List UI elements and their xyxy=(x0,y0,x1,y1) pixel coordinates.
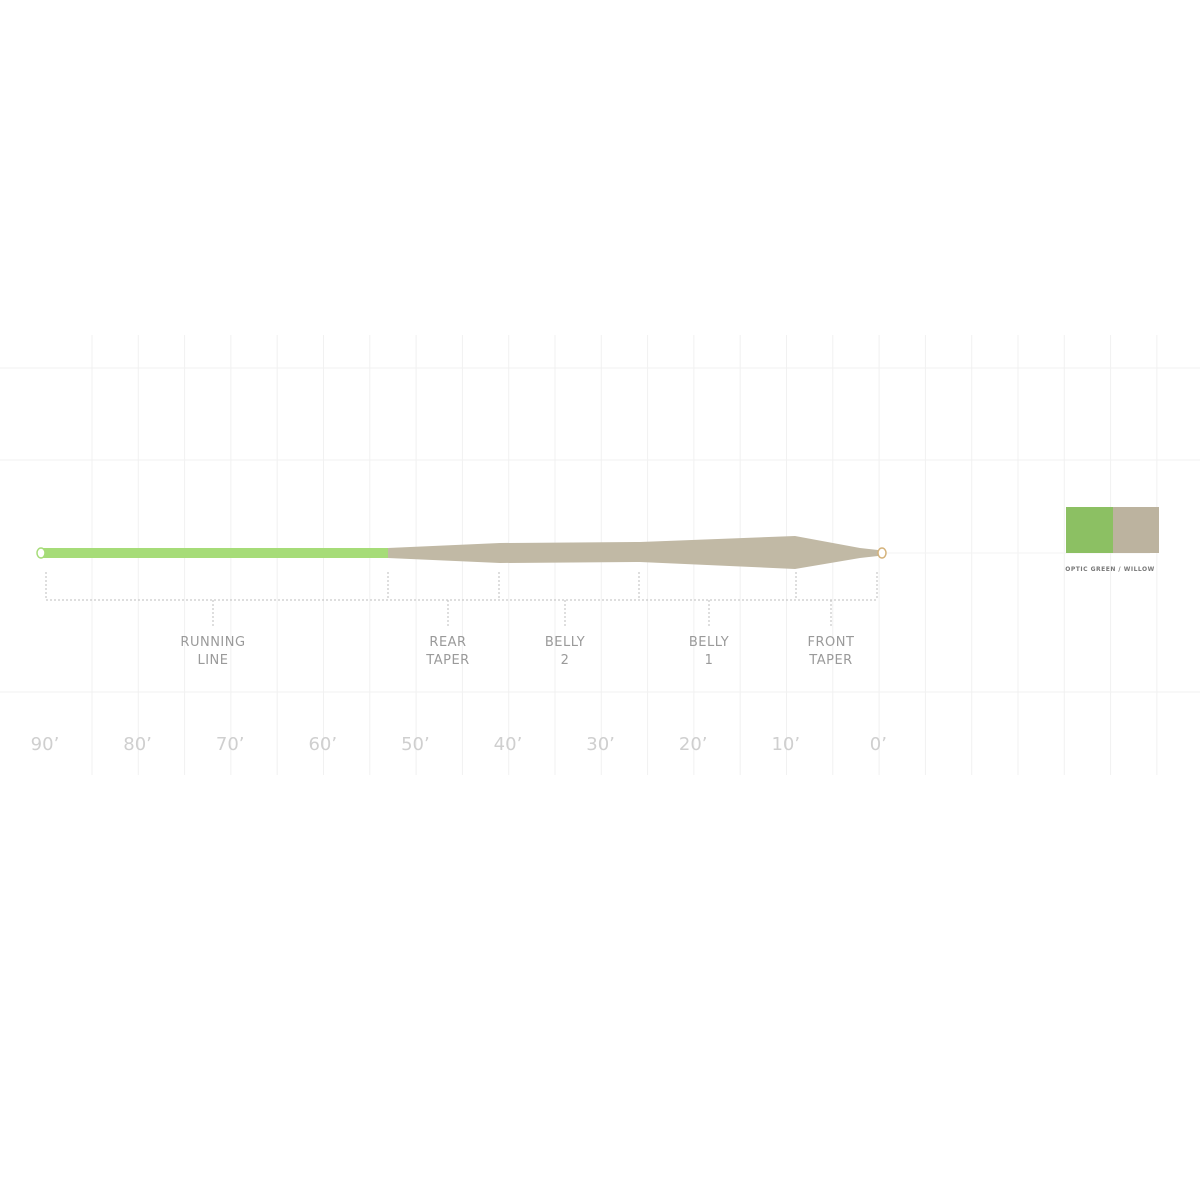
head xyxy=(388,536,878,569)
segment-label: RUNNING xyxy=(180,635,245,650)
axis-label: 50’ xyxy=(401,734,430,755)
segment-label: LINE xyxy=(197,653,228,668)
segment-label: 2 xyxy=(561,653,570,668)
segment-label: BELLY xyxy=(689,635,729,650)
axis-label: 40’ xyxy=(494,734,523,755)
labels: RUNNING LINE REAR TAPER BELLY 2 BELLY 1 FRONT TAP… xyxy=(31,635,887,755)
segment-brackets xyxy=(45,572,878,626)
axis-label: 60’ xyxy=(308,734,337,755)
running-line xyxy=(42,548,392,558)
axis-label: 70’ xyxy=(216,734,245,755)
segment-label: 1 xyxy=(705,653,714,668)
axis-label: 80’ xyxy=(123,734,152,755)
segment-label: BELLY xyxy=(545,635,585,650)
legend-label: OPTIC GREEN / WILLOW xyxy=(1065,566,1154,573)
axis-label: 30’ xyxy=(586,734,615,755)
axis-label: 90’ xyxy=(31,734,60,755)
axis-label: 10’ xyxy=(771,734,800,755)
swatch-green xyxy=(1066,507,1113,553)
swatch-willow xyxy=(1113,507,1159,553)
segment-label: FRONT xyxy=(808,635,855,650)
axis-label: 0’ xyxy=(870,734,887,755)
segment-label: TAPER xyxy=(808,653,852,668)
segment-label: TAPER xyxy=(425,653,469,668)
axis-label: 20’ xyxy=(679,734,708,755)
rear-loop xyxy=(36,547,46,559)
front-loop xyxy=(877,547,887,559)
segment-label: REAR xyxy=(429,635,466,650)
